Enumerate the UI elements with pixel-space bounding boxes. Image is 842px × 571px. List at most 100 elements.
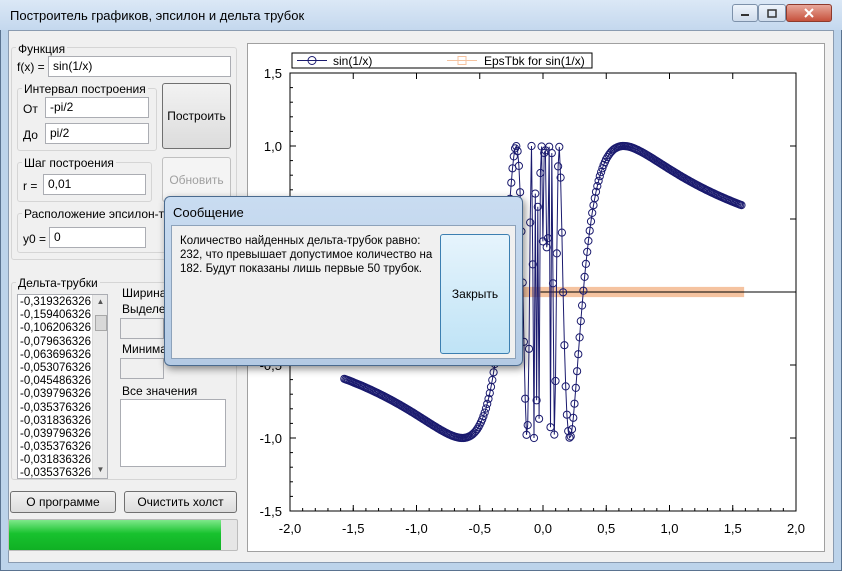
x-tick-label: 2,0: [787, 521, 805, 536]
sin-point: [571, 383, 580, 392]
sin-point: [479, 412, 488, 421]
sin-point: [543, 234, 553, 243]
legend-label-sin: sin(1/x): [333, 54, 372, 68]
sin-point: [578, 301, 587, 310]
y0-input[interactable]: 0: [49, 227, 146, 248]
delta-list-item[interactable]: -0,035376326: [20, 441, 91, 454]
from-input[interactable]: -pi/2: [45, 97, 149, 118]
width-label: Ширина: [122, 286, 167, 300]
x-tick-label: 0,0: [534, 521, 552, 536]
sin-point: [514, 161, 523, 171]
sin-point: [488, 375, 497, 385]
clear-canvas-button[interactable]: Очистить холст: [124, 491, 237, 513]
scroll-down-icon[interactable]: ▼: [96, 465, 105, 474]
sin-point: [524, 344, 534, 353]
minimize-button[interactable]: [732, 4, 758, 22]
build-button[interactable]: Построить: [162, 83, 231, 149]
sin-point: [602, 155, 611, 164]
x-tick-label: -1,5: [342, 521, 364, 536]
x-tick-label: -1,0: [405, 521, 427, 536]
sin-point: [526, 218, 535, 227]
step-group-label: Шаг построения: [22, 156, 116, 170]
maximize-button[interactable]: [758, 4, 786, 22]
min-value-field: [120, 358, 164, 379]
sin-point: [542, 243, 551, 252]
sin-point: [554, 162, 563, 171]
about-button[interactable]: О программе: [10, 491, 116, 513]
sin-point: [548, 279, 558, 288]
sin-point: [737, 201, 746, 210]
sin-point: [597, 168, 606, 177]
delta-list-item[interactable]: -0,079636326: [20, 335, 91, 348]
x-tick-label: 0,5: [597, 521, 615, 536]
delta-list-item[interactable]: -0,045486326: [20, 375, 91, 388]
close-window-button[interactable]: [786, 4, 832, 22]
sin-point: [565, 433, 574, 442]
sin-point: [569, 413, 578, 422]
y-tick-label: -1,5: [260, 504, 282, 519]
sin-point: [561, 382, 570, 391]
all-values-box[interactable]: [120, 399, 226, 467]
sin-point: [481, 404, 491, 413]
scroll-thumb[interactable]: [95, 315, 107, 331]
dialog-message: Количество найденных дельта-трубок равно…: [180, 235, 433, 275]
chart-legend: sin(1/x) EpsTbk for sin(1/x): [291, 52, 593, 69]
sin-point: [521, 394, 530, 403]
sin-point: [591, 187, 601, 196]
delta-list-item[interactable]: -0,039796326: [20, 427, 91, 440]
y0-label: y0 =: [23, 232, 47, 246]
sin-point: [586, 217, 596, 226]
progress-bar: [8, 519, 238, 551]
delta-list-item[interactable]: -0,053076326: [20, 361, 91, 374]
interval-group-label: Интервал построения: [22, 82, 148, 96]
function-input[interactable]: sin(1/x): [48, 56, 231, 77]
scroll-up-icon[interactable]: ▲: [96, 297, 105, 306]
delta-list-item[interactable]: -0,063696326: [20, 348, 91, 361]
delta-list-item[interactable]: -0,035376326: [20, 401, 91, 414]
y-tick-label: -1,0: [260, 431, 282, 446]
sin-point: [580, 272, 589, 281]
delta-list-item[interactable]: -0,159406326: [20, 309, 91, 322]
sin-point: [523, 421, 532, 430]
delta-list-item[interactable]: -0,031836326: [20, 454, 91, 467]
sin-point: [584, 236, 593, 245]
sin-point: [483, 399, 492, 408]
delta-list-item[interactable]: -0,319326326: [20, 296, 91, 308]
message-dialog[interactable]: Сообщение Количество найденных дельта-тр…: [164, 196, 523, 366]
sin-point: [513, 147, 522, 156]
delta-list-item[interactable]: -0,106206326: [20, 322, 91, 335]
sin-point: [594, 176, 603, 185]
sin-point: [532, 396, 541, 405]
sin-point: [583, 247, 592, 256]
delta-list-item[interactable]: -0,039796326: [20, 388, 91, 401]
dialog-close-button[interactable]: Закрыть: [440, 234, 510, 354]
sin-point: [533, 202, 542, 211]
sin-point: [551, 376, 560, 386]
sin-point: [507, 178, 516, 187]
dialog-title: Сообщение: [173, 205, 244, 220]
series-sin: [340, 141, 746, 443]
sin-point: [489, 368, 498, 377]
sin-point: [555, 142, 564, 152]
sin-point: [557, 228, 566, 237]
r-label: r =: [23, 179, 38, 193]
delta-list-item[interactable]: -0,035376326: [20, 467, 91, 479]
minimize-icon: [741, 14, 749, 16]
progress-fill: [9, 520, 222, 550]
delta-list-item[interactable]: -0,031836326: [20, 414, 91, 427]
delta-list: -0,319326326 -0,159406326 -0,106206326 -0,0…: [18, 296, 92, 479]
to-input[interactable]: pi/2: [45, 123, 149, 144]
sin-point: [474, 423, 483, 432]
sin-point: [535, 414, 544, 423]
sin-point: [552, 249, 561, 258]
sin-point: [531, 189, 540, 198]
title-bar[interactable]: Построитель графиков, эпсилон и дельта т…: [0, 0, 842, 30]
legend-label-eps: EpsTbk for sin(1/x): [484, 54, 585, 68]
sin-point: [562, 410, 571, 419]
delta-listbox[interactable]: -0,319326326 -0,159406326 -0,106206326 -0,0…: [17, 294, 108, 479]
sin-point: [485, 389, 494, 398]
y-tick-label: 1,0: [264, 139, 282, 154]
step-input[interactable]: 0,01: [43, 174, 146, 195]
sin-point: [559, 288, 568, 297]
delta-scrollbar[interactable]: ▲ ▼: [92, 295, 107, 478]
